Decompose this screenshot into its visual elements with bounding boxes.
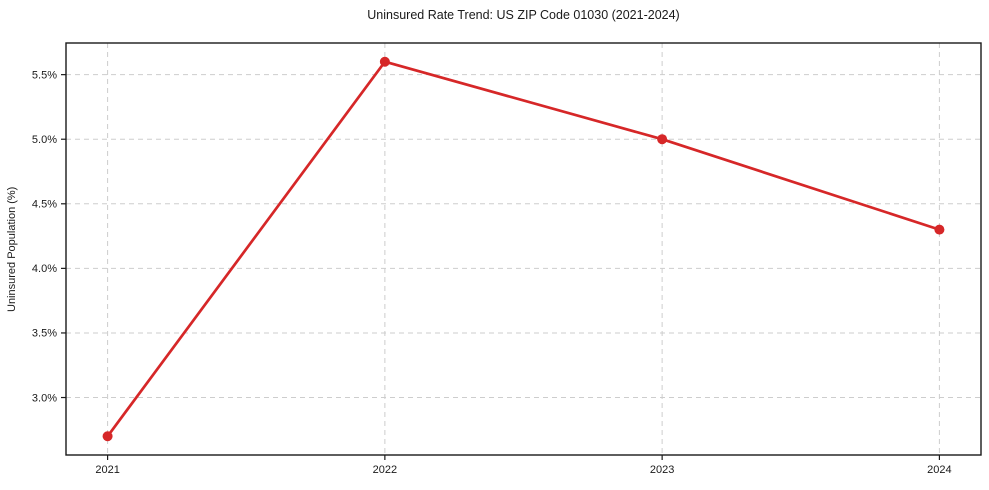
x-tick-label: 2022 (373, 464, 397, 476)
chart-title: Uninsured Rate Trend: US ZIP Code 01030 … (367, 8, 680, 22)
trend-line (106, 60, 941, 438)
x-tick-label: 2021 (95, 464, 119, 476)
plot-frame (65, 42, 982, 456)
data-point (934, 224, 945, 235)
y-tick-label: 5.5% (32, 69, 57, 81)
data-point (657, 134, 668, 145)
x-tick-label: 2023 (650, 464, 674, 476)
data-point (102, 431, 113, 442)
y-tick-label: 3.5% (32, 328, 57, 340)
x-tick-label: 2024 (927, 464, 951, 476)
data-point (379, 56, 390, 67)
y-tick-label: 5.0% (32, 134, 57, 146)
y-tick-label: 3.0% (32, 392, 57, 404)
y-tick-label: 4.0% (32, 263, 57, 275)
y-tick-label: 4.5% (32, 199, 57, 211)
